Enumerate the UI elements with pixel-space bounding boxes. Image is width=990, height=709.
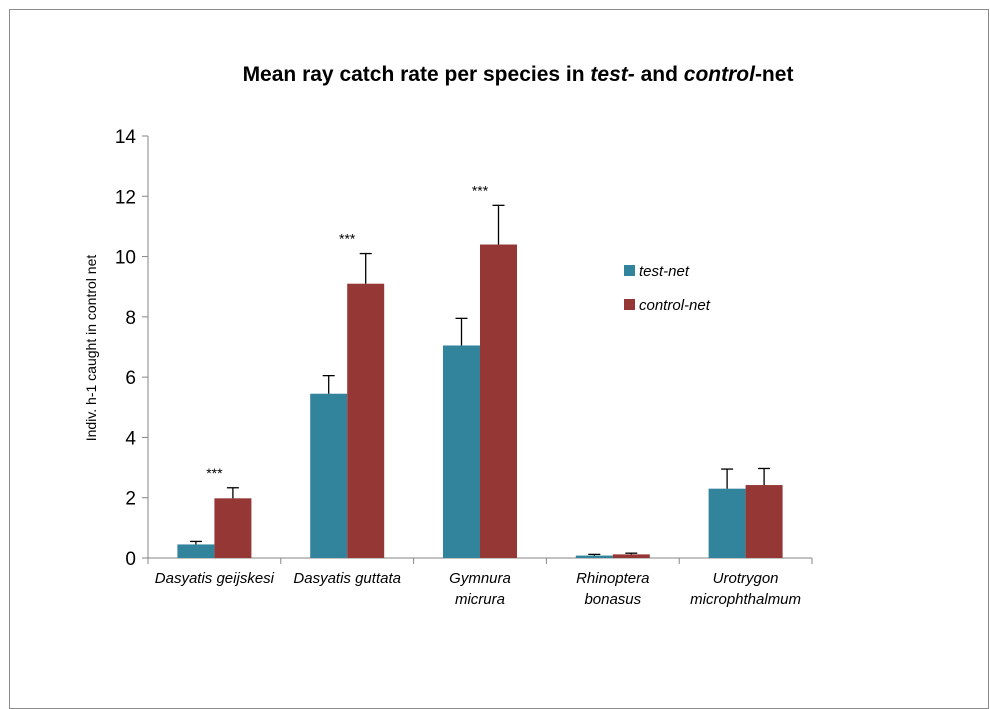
legend-swatch-control-net	[624, 299, 635, 310]
x-category-label-line: Urotrygon	[713, 570, 779, 587]
legend-swatch-test-net	[624, 265, 635, 276]
chart-title-part: Mean ray catch rate per species in	[243, 63, 591, 86]
bar-control-net	[745, 485, 783, 558]
chart-title-part: control	[684, 63, 756, 86]
y-tick-label: 6	[125, 368, 136, 389]
significance-marker: ***	[472, 182, 489, 198]
chart-title: Mean ray catch rate per species in test-…	[243, 63, 794, 86]
bar-control-net	[480, 244, 517, 558]
x-category-label-line: micrura	[455, 591, 505, 608]
x-category-label-line: bonasus	[584, 591, 641, 608]
x-category-label: Dasyatis geijskesi	[155, 570, 275, 587]
x-category-label-line: Rhinoptera	[576, 570, 649, 587]
bar-test-net	[310, 393, 348, 558]
y-axis: 0 2 4 6 8 10 12 14	[115, 127, 149, 570]
x-category-label: Urotrygon microphthalmum	[690, 570, 801, 608]
significance-annotations: *** *** ***	[206, 182, 488, 480]
x-category-label: Gymnura micrura	[449, 570, 511, 608]
y-tick-label: 4	[125, 428, 136, 449]
chart-title-part: and	[635, 63, 684, 86]
bar-test-net	[575, 555, 613, 558]
x-axis: Dasyatis geijskesi Dasyatis guttata Gymnur…	[147, 557, 813, 608]
y-tick-label: 10	[115, 248, 136, 269]
chart-title-part: test-	[590, 63, 634, 86]
x-category-label: Rhinoptera bonasus	[576, 570, 649, 608]
bar-control-net	[347, 283, 385, 558]
bar-test-net	[708, 488, 746, 558]
chart-title-part: -net	[755, 63, 794, 86]
bar-control-net	[612, 554, 650, 558]
legend-label: control-net	[639, 297, 711, 314]
legend: test-net control-net	[624, 263, 711, 314]
significance-marker: ***	[339, 231, 356, 247]
y-tick-label: 8	[125, 308, 136, 329]
y-tick-label: 0	[125, 549, 136, 570]
legend-label: test-net	[639, 263, 690, 280]
x-category-label-line: Gymnura	[449, 570, 511, 587]
y-tick-label: 14	[115, 127, 137, 148]
y-tick-label: 12	[115, 187, 136, 208]
y-tick-label: 2	[125, 489, 136, 510]
bars	[177, 204, 783, 558]
x-category-label: Dasyatis guttata	[293, 570, 401, 587]
bar-test-net	[443, 345, 480, 558]
significance-marker: ***	[206, 465, 223, 481]
y-axis-label: Indiv. h-1 caught in control net	[83, 255, 99, 442]
x-category-label-line: Dasyatis geijskesi	[155, 570, 275, 587]
bar-control-net	[214, 498, 252, 558]
bar-test-net	[177, 544, 215, 558]
x-category-label-line: Dasyatis guttata	[293, 570, 401, 587]
x-category-label-line: microphthalmum	[690, 591, 801, 608]
